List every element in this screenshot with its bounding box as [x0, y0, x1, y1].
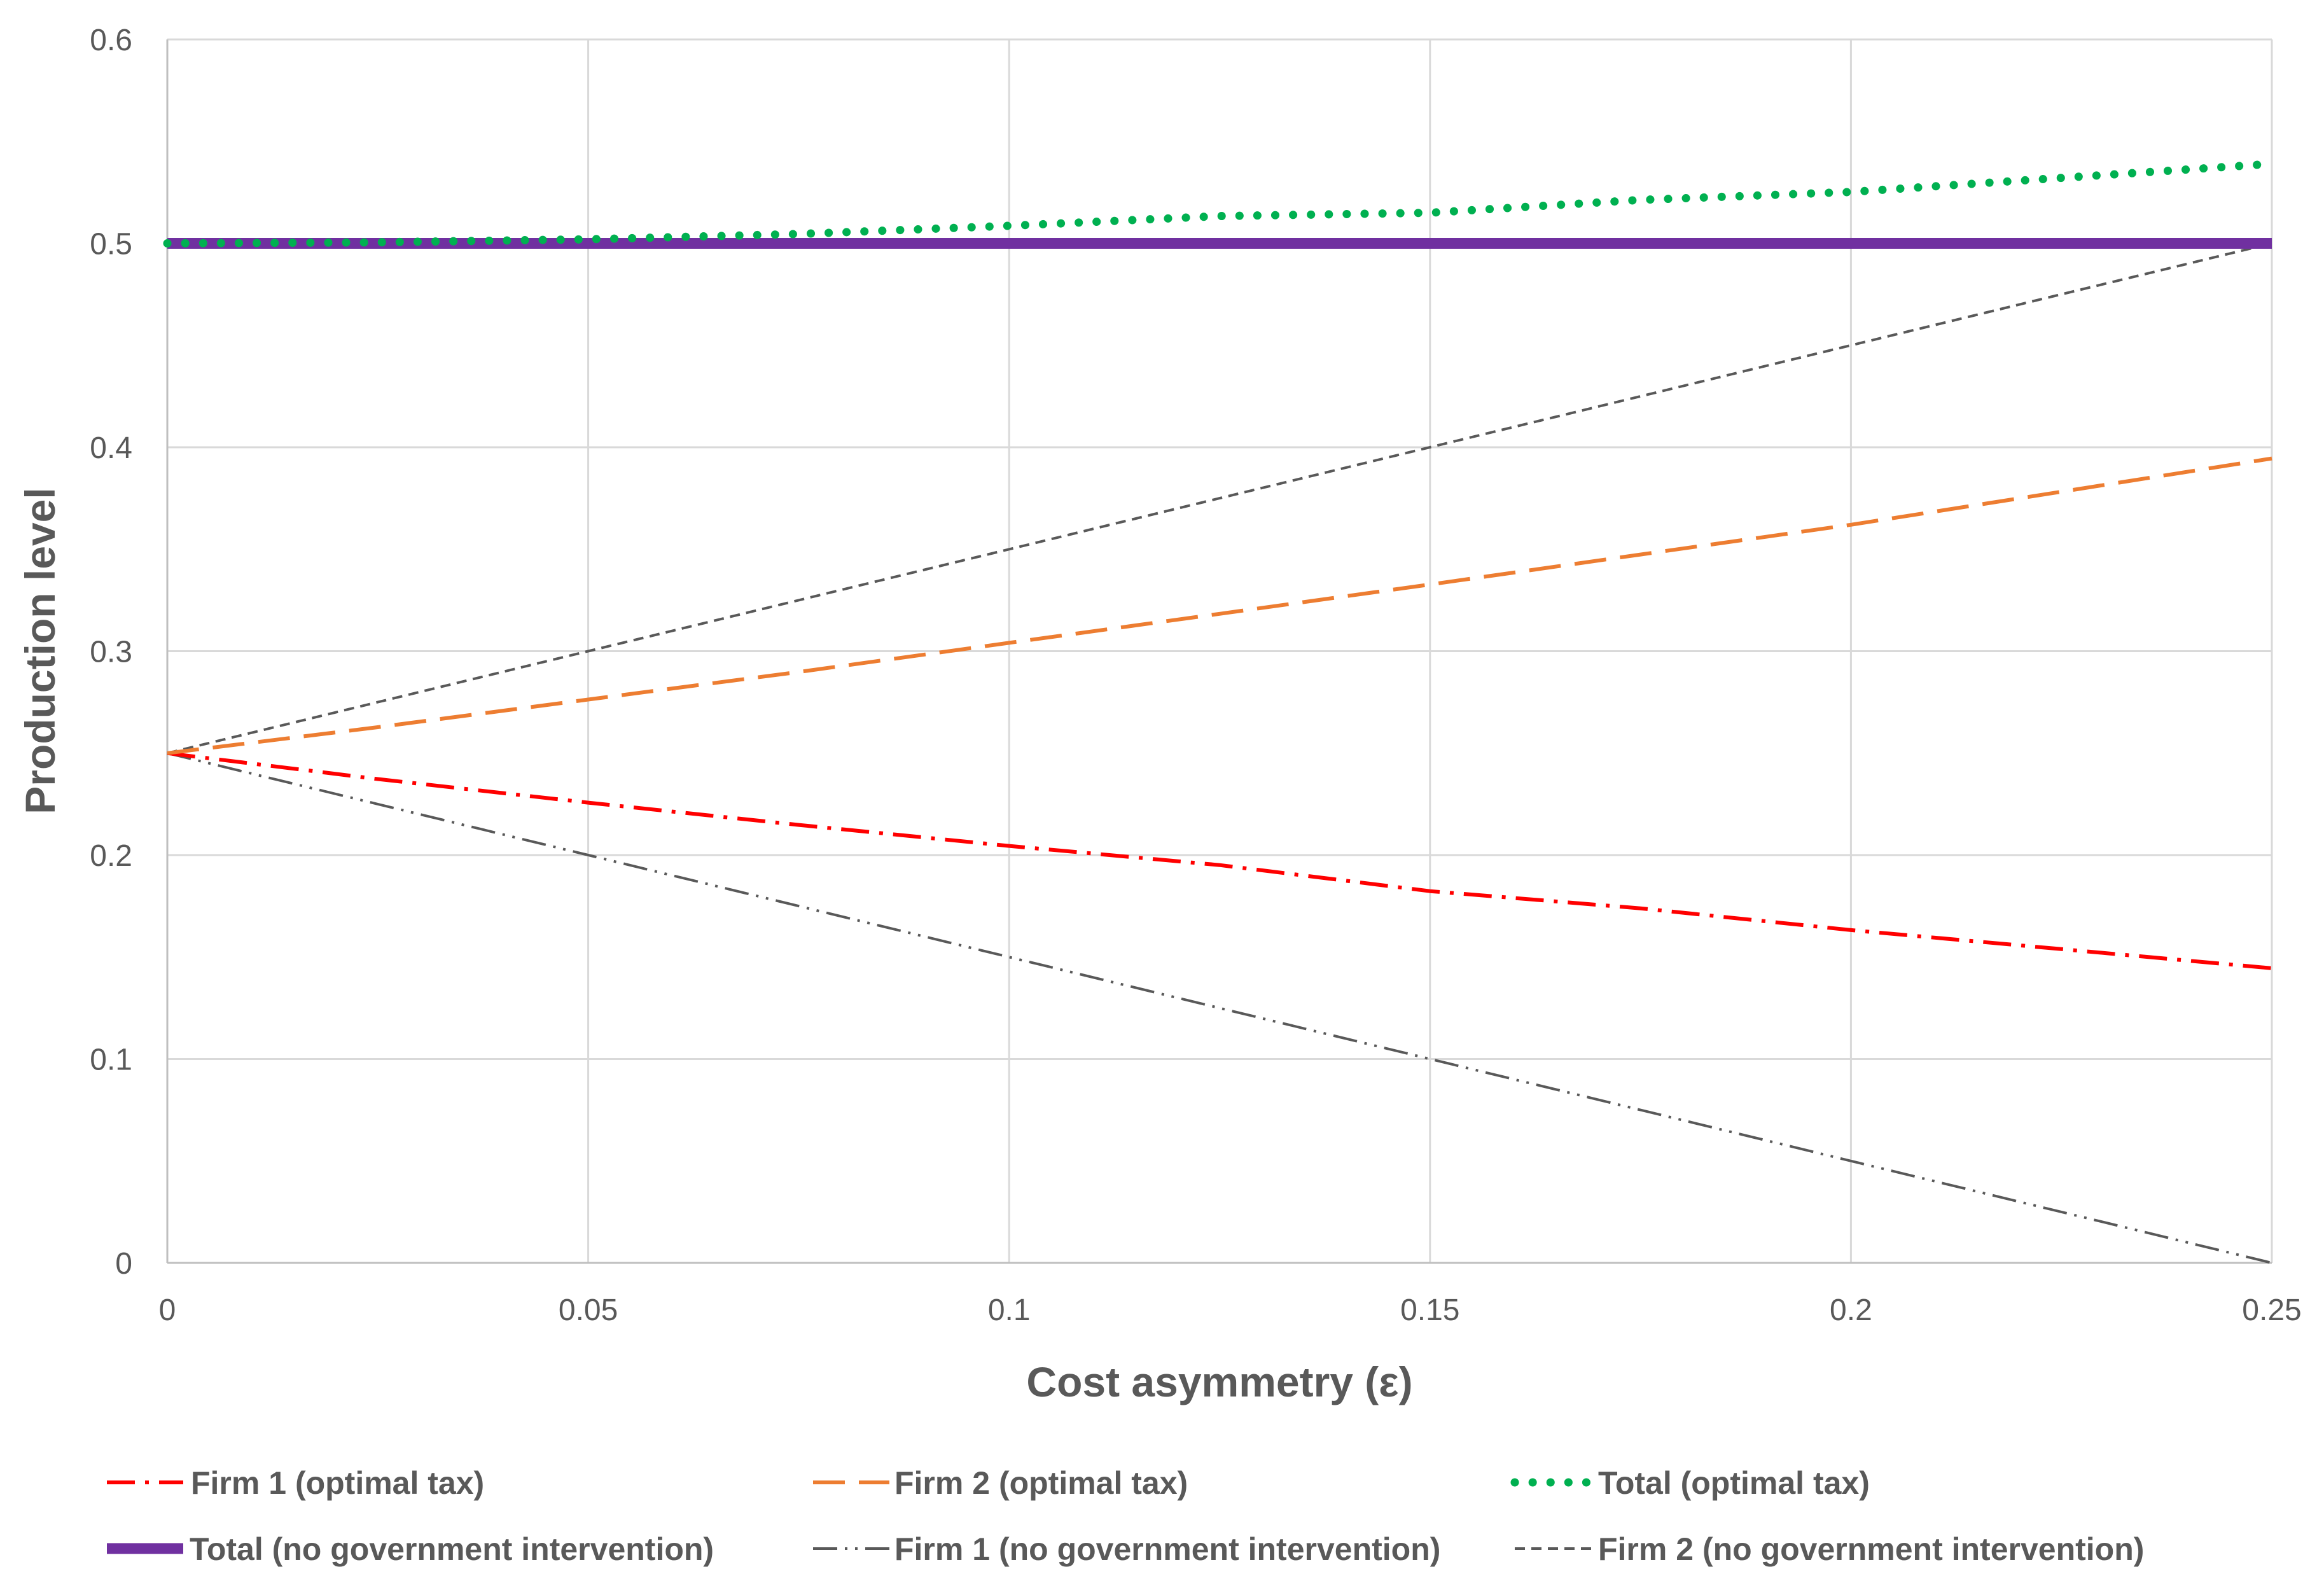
x-tick-label: 0.05 — [559, 1293, 618, 1327]
y-axis-title: Production level — [17, 487, 64, 814]
legend-label-total-optimal-tax: Total (optimal tax) — [1598, 1465, 1870, 1501]
x-tick-label: 0.25 — [2242, 1293, 2301, 1327]
x-tick-label: 0.1 — [988, 1293, 1031, 1327]
y-tick-label: 0.3 — [90, 636, 132, 669]
series-line-firm-1-optimal-tax — [167, 751, 2272, 970]
legend-label-firm-1-no-government-intervention: Firm 1 (no government intervention) — [894, 1531, 1440, 1567]
x-tick-label: 0.2 — [1830, 1293, 1872, 1327]
plot-series — [163, 160, 2276, 1264]
legend-label-firm-2-no-government-intervention: Firm 2 (no government intervention) — [1598, 1531, 2144, 1567]
x-axis-title: Cost asymmetry (ε) — [1026, 1358, 1412, 1405]
x-tick-label: 0.15 — [1400, 1293, 1459, 1327]
legend-label-firm-2-optimal-tax: Firm 2 (optimal tax) — [894, 1465, 1188, 1501]
x-tick-label: 0 — [159, 1293, 176, 1327]
y-tick-label: 0.1 — [90, 1043, 132, 1077]
y-tick-label: 0.4 — [90, 431, 132, 465]
series-line-firm-2-no-government-intervention — [167, 242, 2272, 755]
legend-label-total-no-government-intervention: Total (no government intervention) — [190, 1531, 714, 1567]
tick-labels: 0 0.1 0.2 0.3 0.4 0.5 0.6 0 0.05 0.1 0.15 0.2 0.25 — [90, 24, 2301, 1327]
legend-label-firm-1-optimal-tax: Firm 1 (optimal tax) — [191, 1465, 484, 1501]
y-tick-label: 0.5 — [90, 228, 132, 261]
legend: Firm 1 (optimal tax) Firm 2 (optimal tax)… — [107, 1465, 2144, 1567]
y-tick-label: 0 — [115, 1247, 132, 1281]
y-tick-label: 0.2 — [90, 839, 132, 873]
series-line-firm-2-optimal-tax — [167, 456, 2272, 755]
series-line-total-optimal-tax — [163, 160, 2276, 247]
y-tick-label: 0.6 — [90, 24, 132, 57]
